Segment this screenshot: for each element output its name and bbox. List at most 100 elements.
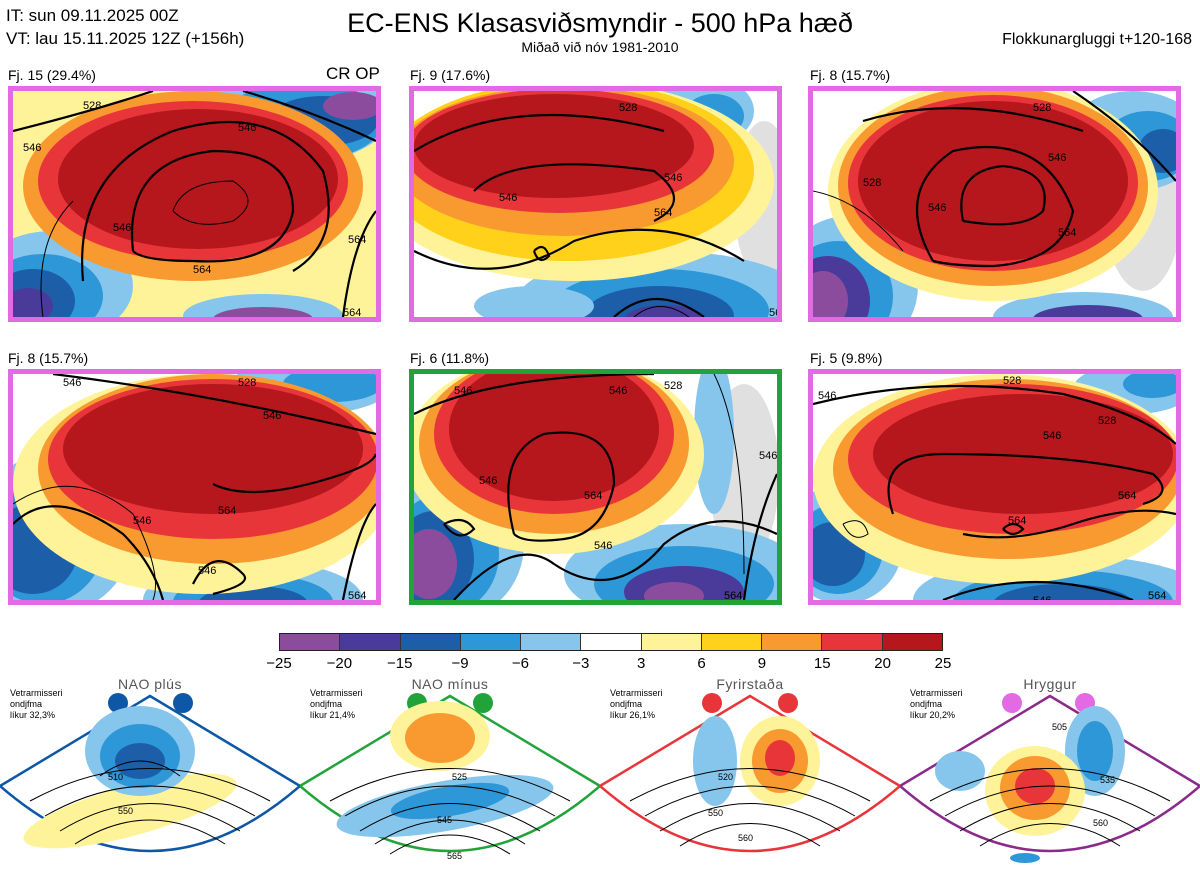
colorbar-swatch (641, 634, 702, 650)
cluster-map-5[interactable]: 546 546 528 546 564 546 546 564 (409, 369, 782, 605)
valid-time: VT: lau 15.11.2025 12Z (+156h) (6, 29, 245, 48)
regime-name: Fyrirstaða (716, 676, 784, 692)
contour-label: 564 (193, 264, 211, 276)
regime-contour-label: 560 (738, 833, 753, 843)
colorbar-tick-label: 25 (934, 655, 952, 672)
contour-label: 564 (1008, 515, 1026, 527)
colorbar-swatch (882, 634, 942, 650)
regime-marker-icon (108, 693, 128, 713)
colorbar-tick-label: 20 (874, 655, 891, 672)
colorbar-swatch (460, 634, 522, 650)
colorbar-swatch (581, 634, 642, 650)
colorbar (279, 633, 943, 651)
regime-ridge: 505 535 560 Hryggur Vetrarmisseri ondjfm… (900, 676, 1200, 871)
colorbar-tick-label: 9 (757, 655, 767, 672)
regime-caption: Vetrarmisseri ondjfma líkur 21,4% (310, 688, 363, 721)
colorbar-tick-label: −6 (511, 655, 529, 672)
regime-contour-label: 560 (1093, 818, 1108, 828)
contour-label: 546 (113, 222, 131, 234)
page-title: EC-ENS Klasasviðsmyndir - 500 hPa hæð (347, 8, 853, 38)
contour-label: 546 (23, 142, 41, 154)
colorbar-swatch (701, 634, 763, 650)
contour-label: 564 (584, 490, 602, 502)
cluster-label-6: Fj. 5 (9.8%) (810, 350, 883, 366)
cluster-label-1: Fj. 15 (29.4%) (8, 67, 96, 83)
regime-months: ondjfma (310, 699, 343, 709)
colorbar-tick-label: −25 (266, 655, 292, 672)
regime-probability: líkur 21,4% (310, 710, 356, 720)
regime-caption: Vetrarmisseri ondjfma líkur 32,3% (10, 688, 63, 721)
regime-contour-label: 545 (437, 815, 452, 825)
contour-label: 564 (1118, 490, 1136, 502)
cluster-map-3[interactable]: 528 528 546 546 564 546 (808, 86, 1181, 322)
header-init-time: IT: sun 09.11.2025 00Z VT: lau 15.11.202… (6, 4, 244, 50)
contour-label: 528 (238, 377, 256, 389)
contour-label: 564 (769, 307, 777, 317)
cr-op-label: CR OP (326, 64, 380, 83)
contour-label: 528 (664, 380, 682, 392)
regime-probability: líkur 32,3% (10, 710, 56, 720)
contour-label: 546 (479, 475, 497, 487)
contour-label: 528 (1098, 415, 1116, 427)
regime-contour-label: 550 (118, 806, 133, 816)
contour-label: 546 (238, 122, 256, 134)
cluster-map-1[interactable]: 528 546 564 546 546 564 564 (8, 86, 381, 322)
regime-months: ondjfma (610, 699, 643, 709)
contour-label: 546 (1048, 152, 1066, 164)
contour-label: 564 (348, 590, 366, 600)
cluster-label-4: Fj. 8 (15.7%) (8, 350, 89, 366)
contour-label: 546 (594, 540, 612, 552)
regime-season: Vetrarmisseri (310, 688, 363, 698)
regime-blocking: 520 550 560 Fyrirstaða Vetrarmisseri ond… (600, 676, 900, 871)
contour-label: 546 (133, 515, 151, 527)
contour-label: 546 (263, 410, 281, 422)
contour-label: 546 (928, 202, 946, 214)
contour-label: 546 (1033, 595, 1051, 600)
contour-label: 546 (198, 565, 216, 577)
contour-label: 546 (759, 450, 777, 462)
contour-label: 546 (664, 172, 682, 184)
regime-marker-icon (778, 693, 798, 713)
regime-contour-label: 510 (108, 772, 123, 782)
init-time: IT: sun 09.11.2025 00Z (6, 6, 179, 25)
regime-name: NAO mínus (411, 676, 489, 692)
regime-marker-icon (473, 693, 493, 713)
colorbar-tick-label: 15 (813, 655, 831, 672)
colorbar-tick-label: −20 (326, 655, 353, 672)
contour-label: 546 (818, 390, 836, 402)
contour-label: 564 (343, 307, 361, 317)
contour-label: 546 (63, 377, 81, 389)
regime-contour-label: 535 (1100, 775, 1115, 785)
regime-marker-icon (1002, 693, 1022, 713)
cluster-map-2[interactable]: 546 528 564 564 546 564 (409, 86, 782, 322)
regime-caption: Vetrarmisseri ondjfma líkur 20,2% (910, 688, 963, 721)
regime-caption: Vetrarmisseri ondjfma líkur 26,1% (610, 688, 663, 721)
regime-contour-label: 505 (1052, 722, 1067, 732)
cluster-map-6[interactable]: 546 528 528 546 564 564 546 564 (808, 369, 1181, 605)
regime-contour-label: 520 (718, 772, 733, 782)
contour-label: 546 (609, 385, 627, 397)
cluster-label-2: Fj. 9 (17.6%) (410, 67, 491, 83)
regime-marker-icon (173, 693, 193, 713)
colorbar-swatch (822, 634, 883, 650)
colorbar-swatch (400, 634, 461, 650)
colorbar-swatch (762, 634, 823, 650)
cluster-map-4[interactable]: 546 528 546 546 564 546 564 (8, 369, 381, 605)
contour-label: 528 (863, 177, 881, 189)
contour-label: 564 (348, 234, 366, 246)
regime-nao-plus: 510 550 NAO plús Vetrarmisseri ondjfma l… (0, 676, 300, 871)
regime-contour-label: 550 (708, 808, 723, 818)
contour-label: 546 (454, 385, 472, 397)
colorbar-swatch (280, 634, 341, 650)
colorbar-tick-label: −3 (572, 655, 590, 672)
contour-label: 564 (1148, 590, 1166, 600)
page-subtitle: Miðað við nóv 1981-2010 (521, 39, 679, 55)
regime-contour-label: 525 (452, 772, 467, 782)
colorbar-swatch (340, 634, 401, 650)
regime-probability: líkur 26,1% (610, 710, 656, 720)
regime-contour-label: 565 (447, 851, 462, 861)
contour-label: 528 (1003, 375, 1021, 387)
cluster-label-5: Fj. 6 (11.8%) (410, 350, 490, 366)
contour-label: 546 (499, 192, 517, 204)
cluster-window: Flokkunargluggi t+120-168 (1002, 31, 1192, 48)
